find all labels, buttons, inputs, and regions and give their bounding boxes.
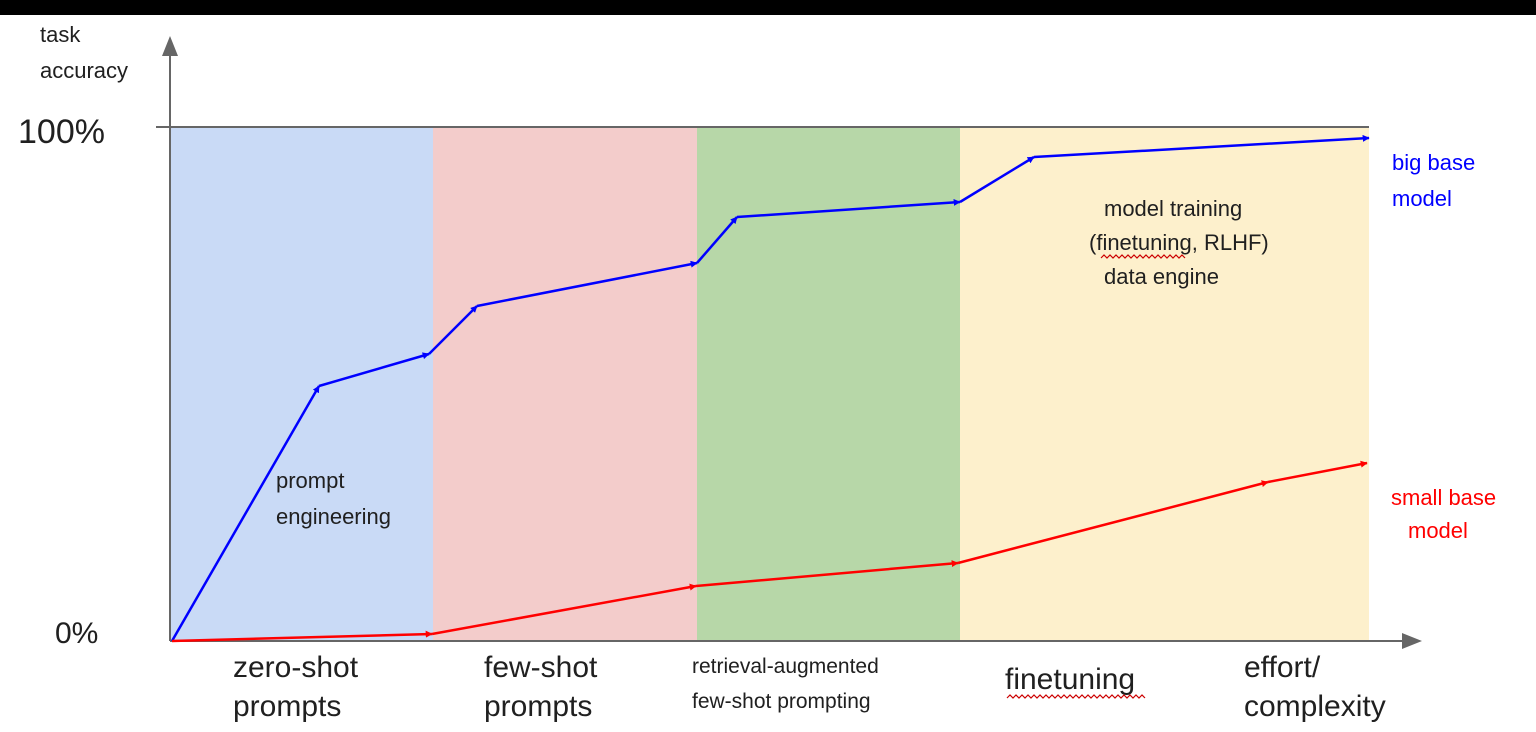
small-segment [695, 560, 959, 588]
big-segment [318, 352, 430, 388]
band-few-shot [433, 127, 697, 641]
x-label-finetuning: finetuning [1005, 663, 1135, 696]
note-model-training-line2: (finetuning, RLHF) [1089, 230, 1269, 255]
big-model-series [170, 134, 1370, 642]
big-model-label-line2: model [1392, 186, 1452, 211]
x-axis-label-line2: complexity [1244, 690, 1386, 723]
note-prompt-engineering-line2: engineering [276, 504, 391, 529]
top-black-bar [0, 0, 1536, 15]
x-axis-label-line1: effort/ [1244, 651, 1321, 684]
big-segment [428, 305, 478, 355]
big-model-label-line1: big base [1392, 150, 1475, 175]
big-segment [170, 385, 321, 642]
small-segment [431, 583, 697, 636]
band-zero-shot [170, 127, 433, 641]
small-model-label-line1: small base [1391, 485, 1496, 510]
y-axis-arrowhead [162, 36, 178, 56]
y-axis-label-line1: task [40, 22, 81, 47]
x-label-retrieval-line2: few-shot prompting [692, 690, 871, 713]
x-label-zero-shot-line1: zero-shot [233, 651, 359, 684]
big-segment [1033, 134, 1370, 159]
band-finetuning [960, 127, 1369, 641]
x-label-zero-shot-line2: prompts [233, 690, 341, 723]
big-segment [736, 198, 961, 219]
note-model-training-line1: model training [1104, 196, 1242, 221]
big-segment [959, 155, 1035, 204]
band-retrieval [697, 127, 960, 641]
x-label-retrieval-line1: retrieval-augmented [692, 655, 879, 678]
y-axis-label-line2: accuracy [40, 58, 128, 83]
note-prompt-engineering-line1: prompt [276, 468, 344, 493]
small-segment [957, 480, 1269, 565]
x-axis-arrowhead [1402, 633, 1422, 649]
small-segment [171, 630, 433, 643]
small-model-label-line2: model [1408, 518, 1468, 543]
spellcheck-squiggle [1006, 694, 1146, 699]
x-label-few-shot-line2: prompts [484, 690, 592, 723]
spellcheck-squiggle [1100, 254, 1186, 259]
big-segment [476, 260, 698, 308]
big-segment [696, 216, 738, 264]
small-model-series [171, 460, 1368, 643]
x-label-few-shot-line1: few-shot [484, 651, 598, 684]
small-segment [1267, 460, 1368, 484]
note-model-training-line3: data engine [1104, 264, 1219, 289]
y-tick-100: 100% [18, 113, 105, 151]
y-tick-0: 0% [55, 617, 98, 650]
